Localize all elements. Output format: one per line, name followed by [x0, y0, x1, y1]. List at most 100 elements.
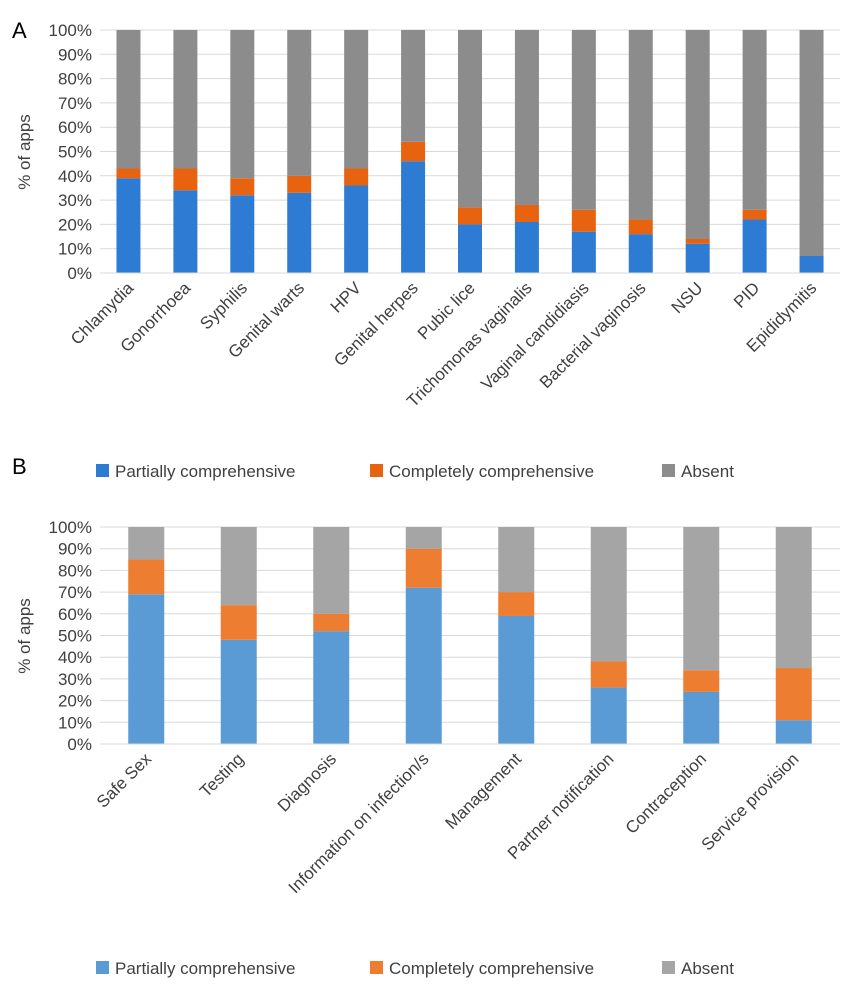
chart-b-ytick-label: 80% — [58, 561, 92, 580]
legend-bottom-label-partial: Partially comprehensive — [115, 959, 295, 978]
chart-a: 0%10%20%30%40%50%60%70%80%90%100%Chlamyd… — [49, 21, 840, 411]
chart-a-ytick-label: 0% — [67, 264, 92, 283]
legend-bottom-swatch-absent — [662, 961, 675, 974]
chart-a-bar-complete — [344, 168, 369, 186]
chart-a-bar-absent — [173, 30, 198, 169]
chart-a-bar-partial — [230, 195, 255, 273]
chart-a-bar-absent — [401, 30, 426, 142]
chart-a-bar-complete — [287, 175, 312, 193]
chart-b-bar-partial — [220, 639, 257, 744]
chart-a-category-label: NSU — [668, 278, 707, 317]
chart-a-bar-partial — [116, 178, 141, 273]
chart-a-bar-partial — [173, 190, 198, 273]
chart-a-bar-partial — [628, 234, 653, 273]
chart-b-bar-absent — [220, 527, 257, 606]
chart-a-bar-partial — [287, 192, 312, 273]
chart-a-category-label: Vaginal candidiasis — [477, 278, 592, 393]
chart-a-bar-partial — [514, 221, 539, 273]
chart-b-ytick-label: 90% — [58, 540, 92, 559]
chart-b-ytick-label: 50% — [58, 627, 92, 646]
chart-a-ytick-label: 20% — [58, 215, 92, 234]
chart-a-bar-absent — [344, 30, 369, 169]
chart-a-bar-absent — [685, 30, 710, 239]
chart-b-bar-absent — [683, 527, 720, 671]
panel-a-letter: A — [12, 18, 27, 43]
chart-b-bar-complete — [590, 661, 627, 688]
chart-b-bar-complete — [220, 605, 257, 640]
chart-a-bar-partial — [401, 161, 426, 273]
chart-a-ytick-label: 40% — [58, 167, 92, 186]
chart-a-category-label: Syphilis — [196, 278, 251, 333]
chart-b-bar-complete — [128, 559, 165, 595]
chart-b-bar-partial — [683, 691, 720, 744]
legend-top-label-absent: Absent — [681, 462, 734, 481]
chart-a-bar-partial — [742, 219, 767, 273]
legend-bottom-label-complete: Completely comprehensive — [389, 959, 594, 978]
chart-b-ytick-label: 10% — [58, 713, 92, 732]
legend-top-swatch-absent — [662, 464, 675, 477]
chart-b-category-label: Management — [441, 749, 525, 833]
chart-b-bar-complete — [313, 613, 350, 632]
chart-a-bar-absent — [514, 30, 539, 205]
chart-b-bar-absent — [313, 527, 350, 614]
chart-a-bar-partial — [458, 224, 482, 273]
legend-bottom: Partially comprehensive Completely compr… — [96, 959, 734, 978]
chart-b-bar-absent — [128, 527, 165, 560]
panel-a-ylabel: % of apps — [15, 114, 34, 190]
chart-a-ytick-label: 100% — [49, 21, 92, 40]
chart-b-ytick-label: 60% — [58, 605, 92, 624]
chart-a-bar-absent — [742, 30, 767, 210]
chart-b-ytick-label: 0% — [67, 735, 92, 754]
chart-a-bar-absent — [287, 30, 312, 176]
chart-a-ytick-label: 60% — [58, 118, 92, 137]
chart-b-bar-partial — [405, 587, 442, 744]
chart-b-bar-absent — [498, 527, 535, 593]
legend-top-label-partial: Partially comprehensive — [115, 462, 295, 481]
chart-b-bar-partial — [590, 687, 627, 744]
chart-b-bar-complete — [405, 548, 442, 588]
chart-a-ytick-label: 90% — [58, 45, 92, 64]
chart-a-ytick-label: 80% — [58, 70, 92, 89]
chart-a-bar-complete — [571, 209, 596, 232]
chart-b-bar-absent — [405, 527, 442, 549]
chart-b-bar-absent — [775, 527, 812, 669]
chart-a-bar-complete — [116, 168, 141, 179]
chart-b-bar-partial — [498, 615, 535, 744]
chart-b-bar-complete — [775, 668, 812, 721]
panel-b-letter: B — [12, 454, 27, 479]
legend-top-swatch-complete — [370, 464, 383, 477]
chart-b-bar-absent — [590, 527, 627, 662]
chart-a-ytick-label: 50% — [58, 143, 92, 162]
chart-b-category-label: Testing — [196, 749, 248, 801]
chart-b-bar-partial — [313, 631, 350, 744]
chart-a-category-label: HPV — [327, 278, 366, 317]
chart-a-bar-complete — [401, 141, 426, 162]
chart-a-bar-absent — [230, 30, 255, 179]
chart-b-bar-partial — [775, 720, 812, 744]
chart-a-bar-complete — [230, 178, 255, 196]
chart-b-ytick-label: 20% — [58, 692, 92, 711]
chart-a-bar-absent — [571, 30, 596, 210]
chart-b-category-label: Contraception — [622, 749, 710, 837]
chart-a-ytick-label: 30% — [58, 191, 92, 210]
chart-b-ytick-label: 100% — [49, 518, 92, 537]
chart-a-bar-partial — [685, 243, 710, 273]
chart-b-ytick-label: 40% — [58, 648, 92, 667]
chart-a-ytick-label: 10% — [58, 240, 92, 259]
chart-b-category-label: Service provision — [698, 749, 803, 854]
chart-a-category-label: PID — [730, 278, 763, 311]
legend-top: Partially comprehensive Completely compr… — [96, 462, 734, 481]
chart-a-bar-complete — [458, 207, 482, 225]
chart-b-category-label: Safe Sex — [93, 749, 156, 812]
chart-b-ytick-label: 30% — [58, 670, 92, 689]
legend-bottom-swatch-partial — [96, 961, 109, 974]
chart-b-category-label: Diagnosis — [274, 749, 340, 815]
chart-b-bar-complete — [683, 670, 720, 692]
chart-a-bar-complete — [685, 238, 710, 244]
chart-b-bar-complete — [498, 592, 535, 616]
chart-b-ytick-label: 70% — [58, 583, 92, 602]
chart-a-bar-absent — [116, 30, 141, 169]
legend-bottom-swatch-complete — [370, 961, 383, 974]
